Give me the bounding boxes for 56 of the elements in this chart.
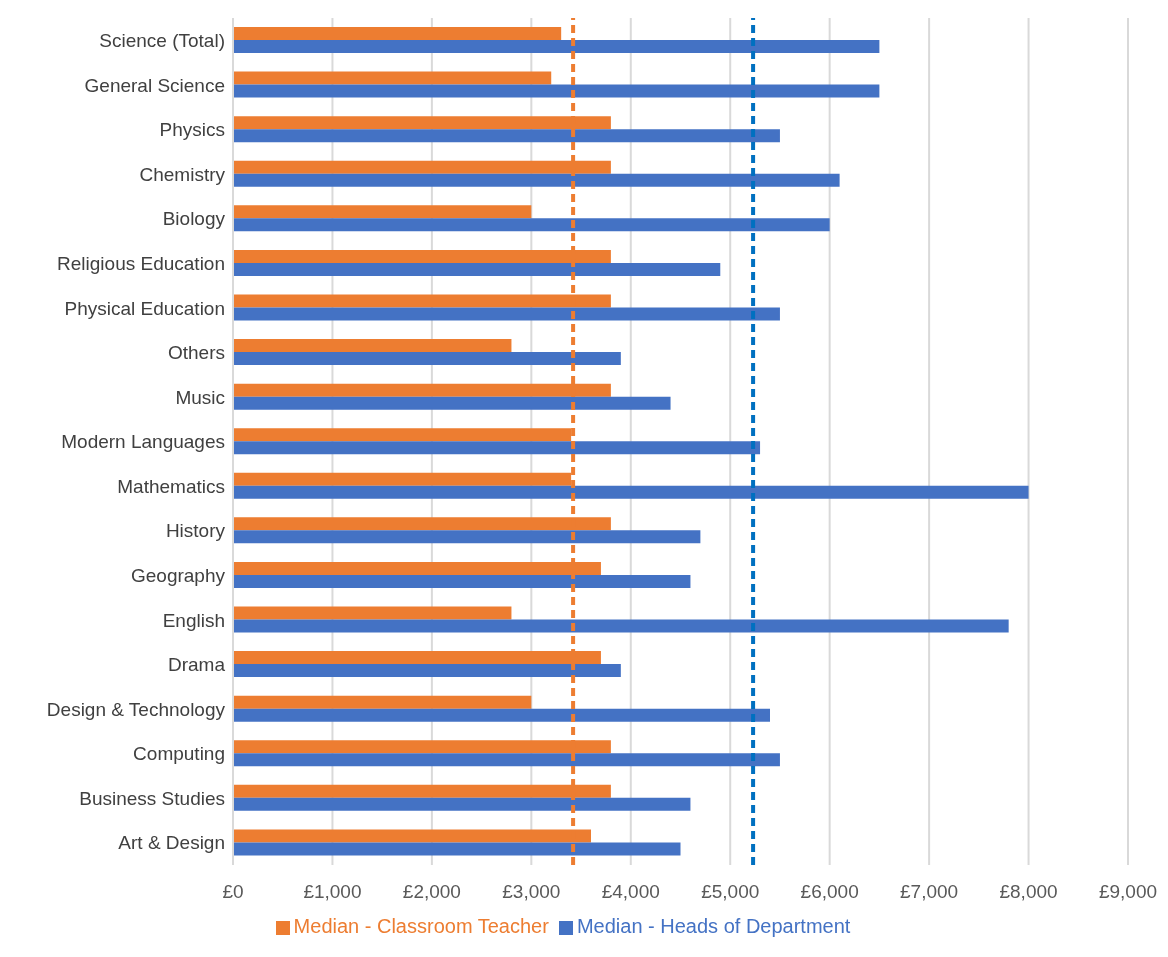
x-tick-label: £5,000 — [701, 881, 760, 903]
bar — [233, 664, 621, 678]
y-tick-label: Business Studies — [79, 787, 225, 809]
x-tick-label: £7,000 — [900, 881, 959, 903]
bar — [233, 84, 880, 98]
x-tick-label: £9,000 — [1098, 881, 1158, 903]
bar — [233, 606, 512, 620]
y-tick-label: Physics — [159, 119, 225, 141]
bar — [233, 218, 830, 232]
y-tick-label: History — [165, 520, 226, 542]
bar — [233, 619, 1009, 633]
bar — [233, 441, 761, 455]
bar — [233, 129, 780, 143]
legend-label: Median - Classroom Teacher — [293, 915, 549, 937]
bar — [233, 307, 780, 321]
bar — [233, 205, 532, 219]
y-tick-label: English — [162, 609, 225, 631]
bar — [233, 574, 691, 588]
bar — [233, 396, 671, 410]
bar — [233, 485, 1029, 499]
y-tick-label: Music — [175, 386, 225, 408]
bar — [233, 262, 721, 276]
y-tick-label: Art & Design — [118, 832, 225, 854]
bar — [233, 40, 880, 53]
bar — [233, 27, 562, 40]
x-tick-label: £2,000 — [402, 881, 461, 903]
x-tick-label: £4,000 — [601, 881, 660, 903]
bar — [233, 71, 552, 85]
x-tick-label: £0 — [222, 881, 244, 903]
x-tick-label: £6,000 — [800, 881, 859, 903]
bar — [233, 530, 701, 544]
y-tick-label: Drama — [167, 654, 226, 676]
y-tick-label: General Science — [84, 74, 225, 96]
y-tick-label: Religious Education — [57, 252, 225, 274]
bar — [233, 695, 532, 709]
y-tick-label: Chemistry — [139, 163, 226, 185]
y-tick-label: Design & Technology — [46, 698, 226, 720]
y-tick-label: Biology — [162, 208, 226, 230]
bar — [233, 339, 512, 353]
bar — [233, 352, 621, 366]
y-tick-label: Science (Total) — [99, 30, 225, 52]
legend-label: Median - Heads of Department — [576, 915, 851, 937]
y-tick-label: Modern Languages — [61, 431, 225, 453]
x-tick-label: £1,000 — [303, 881, 362, 903]
bar — [233, 173, 840, 187]
bar — [233, 797, 691, 811]
x-tick-label: £3,000 — [502, 881, 561, 903]
y-tick-label: Mathematics — [117, 475, 225, 497]
y-tick-label: Physical Education — [64, 297, 225, 319]
bar — [233, 753, 780, 767]
x-tick-label: £8,000 — [999, 881, 1058, 903]
y-tick-label: Computing — [133, 743, 225, 765]
y-tick-label: Geography — [130, 564, 226, 586]
bar — [233, 708, 770, 722]
bar — [233, 842, 681, 856]
y-tick-label: Others — [167, 342, 225, 364]
